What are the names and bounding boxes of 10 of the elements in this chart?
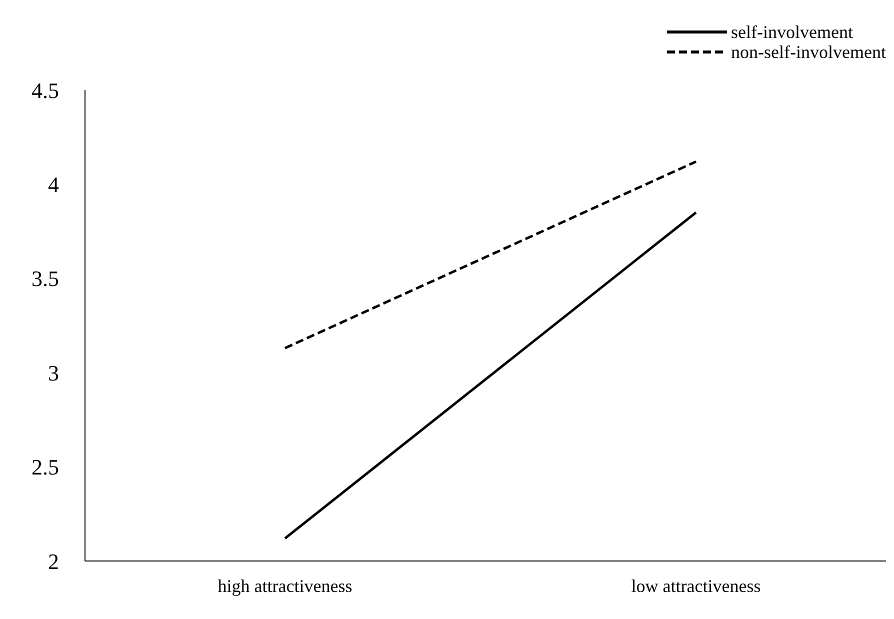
x-tick-label: high attractiveness bbox=[218, 576, 352, 596]
legend-label: non-self-involvement bbox=[731, 42, 886, 62]
y-tick-label: 3.5 bbox=[32, 266, 59, 292]
y-tick-label: 2.5 bbox=[32, 454, 59, 480]
y-tick-label: 2 bbox=[48, 548, 59, 574]
y-tick-label: 4 bbox=[48, 172, 59, 198]
x-tick-label: low attractiveness bbox=[631, 576, 761, 596]
legend-label: self-involvement bbox=[731, 22, 853, 42]
y-tick-label: 3 bbox=[48, 360, 59, 386]
y-tick-label: 4.5 bbox=[32, 78, 59, 103]
